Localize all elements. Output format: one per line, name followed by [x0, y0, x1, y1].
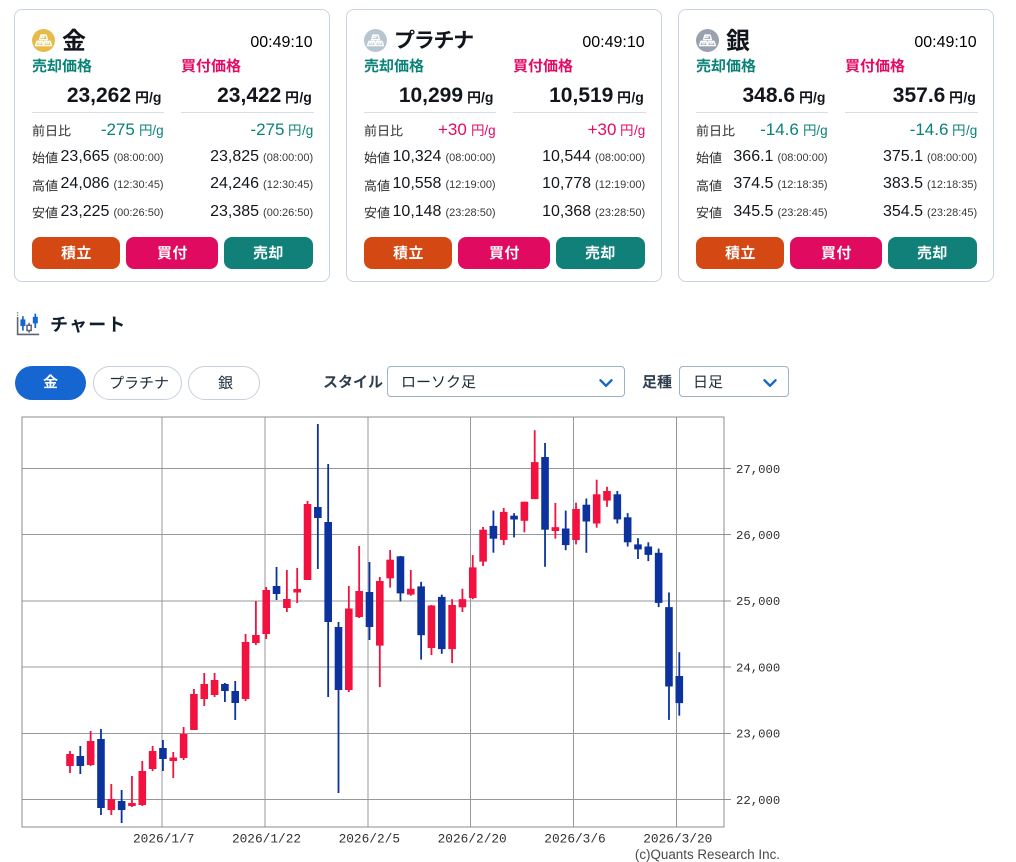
svg-text:2026/1/7: 2026/1/7	[133, 832, 194, 847]
svg-text:2026/3/6: 2026/3/6	[544, 832, 605, 847]
svg-text:2026/1/22: 2026/1/22	[232, 832, 301, 847]
svg-text:(c)Quants Research Inc.: (c)Quants Research Inc.	[635, 847, 780, 862]
svg-text:2026/2/20: 2026/2/20	[438, 832, 507, 847]
svg-text:2026/2/5: 2026/2/5	[339, 832, 400, 847]
svg-text:26,000: 26,000	[736, 529, 780, 543]
svg-text:2026/3/20: 2026/3/20	[643, 832, 712, 847]
svg-text:24,000: 24,000	[736, 661, 780, 675]
svg-text:27,000: 27,000	[736, 463, 780, 477]
svg-text:22,000: 22,000	[736, 794, 780, 808]
svg-text:25,000: 25,000	[736, 595, 780, 609]
svg-text:23,000: 23,000	[736, 728, 780, 742]
